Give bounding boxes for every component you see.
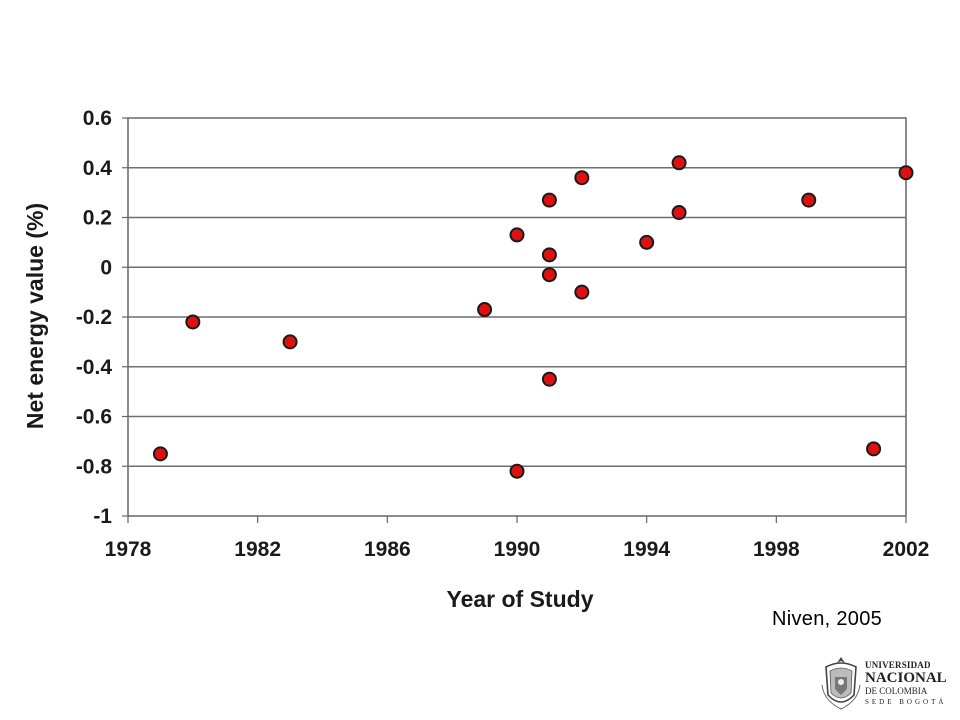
x-tick-label: 1994 xyxy=(623,538,670,561)
y-tick-label: 0.2 xyxy=(83,207,112,230)
data-point xyxy=(152,446,168,462)
logo-line-3: DE COLOMBIA xyxy=(865,686,928,696)
y-tick-label: 0.6 xyxy=(83,107,112,130)
x-tick-label: 1998 xyxy=(753,538,800,561)
y-tick-label: -0.8 xyxy=(76,455,113,478)
logo-line-4: SEDE BOGOTÁ xyxy=(865,698,947,706)
data-point xyxy=(541,192,557,208)
data-point xyxy=(574,284,590,300)
x-tick-label: 1982 xyxy=(234,538,281,561)
x-axis-ticks: 1978 1982 1986 1990 1994 1998 2002 xyxy=(105,516,930,561)
x-tick-label: 1986 xyxy=(364,538,411,561)
data-point xyxy=(541,247,557,263)
x-tick-label: 1978 xyxy=(105,538,152,561)
data-point xyxy=(541,267,557,283)
citation-text: Niven, 2005 xyxy=(772,608,883,630)
data-point xyxy=(541,371,557,387)
data-point xyxy=(574,170,590,186)
logo-line-1: UNIVERSIDAD xyxy=(865,660,931,670)
data-point xyxy=(639,234,655,250)
data-point xyxy=(898,165,914,181)
data-point xyxy=(509,227,525,243)
data-point xyxy=(671,205,687,221)
data-point xyxy=(282,334,298,350)
y-axis-ticks: 0.6 0.4 0.2 0 -0.2 -0.4 -0.6 -0.8 -1 xyxy=(76,107,128,528)
y-axis-title: Net energy value (%) xyxy=(22,203,48,429)
data-point xyxy=(801,192,817,208)
y-tick-label: -1 xyxy=(93,505,112,528)
y-tick-label: -0.6 xyxy=(76,406,112,429)
y-tick-label: 0 xyxy=(100,256,112,279)
data-point xyxy=(509,463,525,479)
y-tick-label: -0.4 xyxy=(76,356,113,379)
data-point xyxy=(185,314,201,330)
x-axis-title: Year of Study xyxy=(447,586,594,612)
y-tick-label: 0.4 xyxy=(83,157,113,180)
logo-line-2: NACIONAL xyxy=(865,670,947,686)
data-point xyxy=(671,155,687,171)
university-logo: UNIVERSIDAD NACIONAL DE COLOMBIA SEDE BO… xyxy=(820,655,955,715)
grid-lines xyxy=(128,166,906,468)
x-tick-label: 2002 xyxy=(883,538,930,561)
y-tick-label: -0.2 xyxy=(76,306,112,329)
data-point xyxy=(477,302,493,318)
seal-icon xyxy=(821,657,861,710)
data-points xyxy=(152,155,914,479)
x-tick-label: 1990 xyxy=(494,538,541,561)
data-point xyxy=(866,441,882,457)
